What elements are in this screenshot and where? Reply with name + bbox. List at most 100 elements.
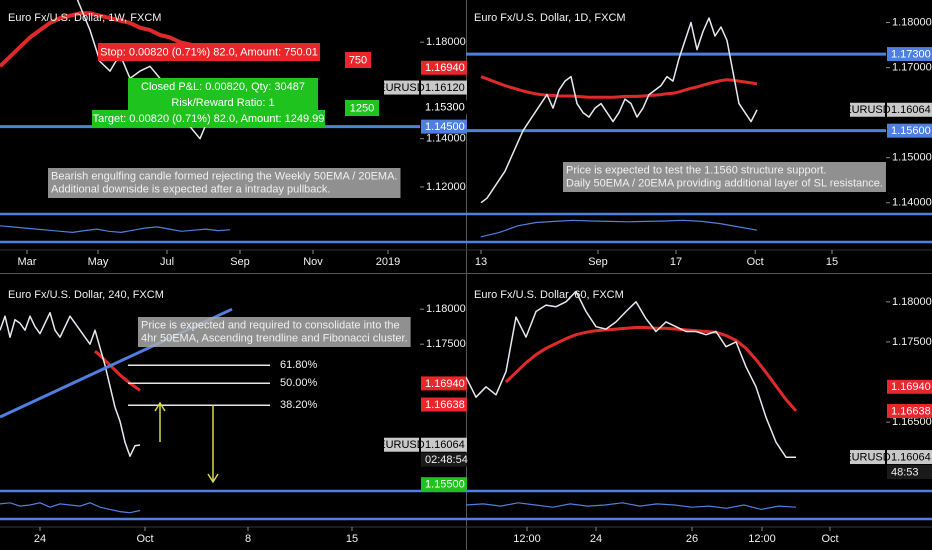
symbol-box bbox=[850, 450, 885, 465]
price-label: 1.16064 bbox=[891, 104, 931, 116]
annotation-text: 4hr 50EMA, Ascending trendline and Fibon… bbox=[141, 332, 408, 344]
price-label: 1.16120 bbox=[425, 82, 465, 94]
y-tick-label: 1.18000 bbox=[426, 36, 466, 48]
annotation-text: Daily 50EMA / 20EMA providing additional… bbox=[566, 177, 883, 189]
y-tick-label: 1.15000 bbox=[892, 152, 932, 164]
symbol-box bbox=[384, 80, 419, 95]
annotation-box bbox=[138, 317, 411, 347]
oscillator-line bbox=[465, 502, 797, 511]
annotation-text: Price is expected and required to consol… bbox=[141, 319, 400, 331]
x-tick-label: 8 bbox=[245, 533, 251, 545]
y-tick-label: 1.12000 bbox=[426, 181, 466, 193]
price-label-box bbox=[421, 397, 467, 412]
annotation-box bbox=[563, 162, 886, 192]
price-label-box bbox=[421, 60, 467, 75]
price-label: 1.16638 bbox=[425, 399, 465, 411]
x-tick-label: 15 bbox=[346, 533, 358, 545]
arrow-head bbox=[154, 401, 166, 412]
price-label: 1.16064 bbox=[425, 439, 465, 451]
x-tick-label: Oct bbox=[821, 533, 838, 545]
price-label: 1.14500 bbox=[425, 121, 465, 133]
y-tick-label: 1.17500 bbox=[892, 336, 932, 348]
price-line bbox=[466, 290, 796, 459]
price-label-box bbox=[421, 100, 467, 115]
price-label: 1.15500 bbox=[425, 479, 465, 491]
symbol-label: EURUSD bbox=[378, 82, 425, 94]
y-tick-label: 1.18000 bbox=[892, 16, 932, 28]
annotation-text: Price is expected to test the 1.1560 str… bbox=[566, 164, 826, 176]
y-tick-label: 1.17000 bbox=[892, 61, 932, 73]
trade-box bbox=[345, 52, 371, 68]
symbol-label: EURUSD bbox=[844, 451, 891, 463]
trade-label: 1250 bbox=[350, 102, 374, 114]
price-label: 1.15600 bbox=[891, 125, 931, 137]
ema-line bbox=[480, 75, 758, 99]
price-label: 1.15300 bbox=[425, 102, 465, 114]
chart-title: Euro Fx/U.S. Dollar, 1D, FXCM bbox=[474, 12, 626, 24]
oscillator-line bbox=[0, 502, 141, 514]
price-label: 1.16638 bbox=[891, 405, 931, 417]
trade-box bbox=[128, 95, 318, 110]
fib-label: 38.20% bbox=[280, 399, 318, 411]
trade-box bbox=[128, 78, 318, 95]
price-label-box bbox=[887, 379, 932, 394]
annotation-text: Bearish engulfing candle formed rejectin… bbox=[51, 170, 397, 182]
price-label: 1.16940 bbox=[425, 62, 465, 74]
symbol-box bbox=[384, 437, 419, 452]
y-tick-label: 1.18000 bbox=[892, 296, 932, 308]
x-tick-label: 13 bbox=[475, 256, 487, 268]
trade-box bbox=[98, 43, 320, 61]
panel: 61.80% 50.00% 38.20% 1.18000 1.17500 24 Oct 8 15… bbox=[0, 289, 468, 545]
plot-area bbox=[466, 17, 886, 204]
fib-label: 50.00% bbox=[280, 377, 318, 389]
oscillator-line bbox=[0, 225, 231, 234]
annotation-box bbox=[48, 168, 401, 198]
y-tick-label: 1.18000 bbox=[426, 303, 466, 315]
trade-label: Stop: 0.00820 (0.71%) 82.0, Amount: 750.… bbox=[100, 46, 318, 58]
price-label-box bbox=[887, 450, 932, 465]
x-tick-label: Oct bbox=[136, 533, 153, 545]
x-tick-label: 24 bbox=[34, 533, 46, 545]
x-tick-label: 26 bbox=[686, 533, 698, 545]
timer-box bbox=[887, 465, 932, 480]
trade-box bbox=[92, 110, 325, 127]
price-label: 1.17300 bbox=[891, 48, 931, 60]
x-tick-label: 12:00 bbox=[748, 533, 776, 545]
panel: 1.18000 1.17000 1.15000 1.14000 13 Sep 17 Oct 15… bbox=[466, 12, 932, 268]
timer-box bbox=[421, 452, 467, 467]
timer-label: 02:48:54 bbox=[425, 454, 468, 466]
x-tick-label: 24 bbox=[590, 533, 602, 545]
fib-label: 61.80% bbox=[280, 359, 318, 371]
ema-line bbox=[504, 326, 798, 412]
price-label-box bbox=[887, 123, 932, 138]
oscillator-line bbox=[480, 219, 758, 238]
chart-title: Euro Fx/U.S. Dollar, 60, FXCM bbox=[474, 289, 624, 301]
symbol-box bbox=[850, 102, 885, 117]
symbol-label: EURUSD bbox=[844, 104, 891, 116]
panel: 1.18000 1.17500 1.16500 12:00 24 26 12:00 Oct 1.… bbox=[465, 289, 932, 545]
price-label-box bbox=[887, 102, 932, 117]
price-label-box bbox=[421, 119, 467, 134]
x-tick-label: Jul bbox=[160, 256, 174, 268]
price-label-box bbox=[887, 404, 932, 419]
y-tick-label: 1.17500 bbox=[426, 338, 466, 350]
x-tick-label: May bbox=[88, 256, 109, 268]
symbol-label: EURUSD bbox=[378, 439, 425, 451]
price-label: 1.16064 bbox=[891, 451, 931, 463]
annotation-text: Additional downside is expected after a … bbox=[51, 183, 330, 195]
price-label: 1.16940 bbox=[891, 381, 931, 393]
price-label-box bbox=[421, 376, 467, 391]
price-label-box bbox=[421, 80, 467, 95]
panel: 1.18000 1.14000 1.12000 Mar May Jul Sep Nov 2019… bbox=[0, 0, 467, 268]
x-tick-label: 2019 bbox=[376, 256, 400, 268]
y-tick-label: 1.14000 bbox=[892, 197, 932, 209]
trade-label: Risk/Reward Ratio: 1 bbox=[171, 97, 274, 109]
trade-label: 750 bbox=[349, 54, 367, 66]
x-tick-label: Nov bbox=[303, 256, 323, 268]
x-tick-label: 12:00 bbox=[513, 533, 541, 545]
x-tick-label: Sep bbox=[588, 256, 608, 268]
trade-box bbox=[345, 100, 379, 116]
price-line bbox=[76, 0, 231, 140]
y-tick-label: 1.16500 bbox=[892, 416, 932, 428]
trade-label: Target: 0.00820 (0.71%) 82.0, Amount: 12… bbox=[93, 113, 325, 125]
